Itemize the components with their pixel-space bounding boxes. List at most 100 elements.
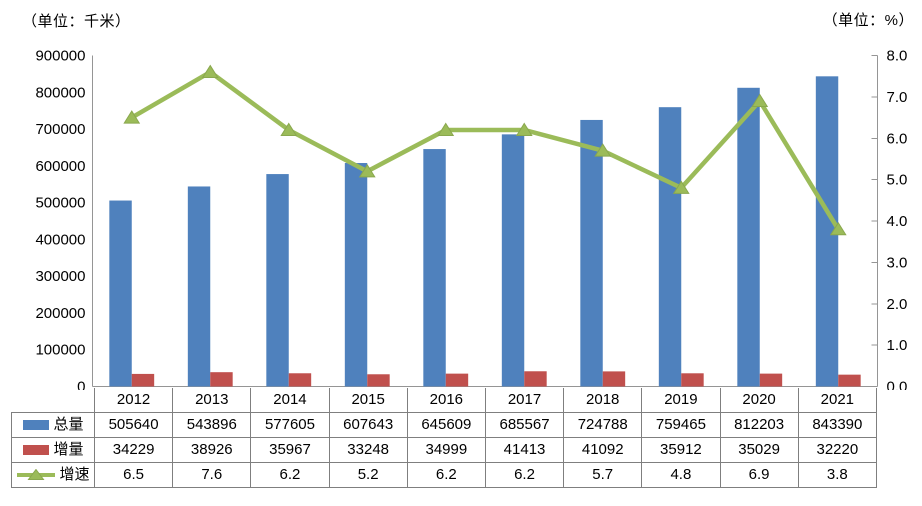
value-cell: 7.6 <box>172 462 252 488</box>
right-axis-tick-label: 2.0 <box>887 296 908 313</box>
rate-marker-icon <box>751 93 769 108</box>
increment-bar <box>838 374 861 387</box>
value-cell: 3.8 <box>797 462 878 488</box>
increment-bar <box>445 373 469 387</box>
table-row: 增量 34229 38926 35967 33248 34999 41413 41092 359… <box>11 437 878 463</box>
increment-bar <box>210 372 233 387</box>
series-label: 增速 <box>59 466 90 483</box>
value-cell: 35029 <box>719 437 799 463</box>
value-cell: 543896 <box>172 412 252 438</box>
table-row: 2012 2013 2014 2015 2016 2017 2018 2019 2020 2021 <box>11 388 878 413</box>
value-cell: 5.7 <box>563 462 643 488</box>
value-cell: 685567 <box>484 412 565 438</box>
value-cell: 35967 <box>250 437 330 463</box>
right-axis-unit-label: （单位：%） <box>822 12 914 29</box>
increment-bar <box>759 373 783 387</box>
total-bar <box>580 119 603 387</box>
rate-marker-icon <box>437 122 455 136</box>
total-bar <box>501 134 525 387</box>
total-bar <box>187 186 211 387</box>
value-cell: 5.2 <box>328 462 408 488</box>
year-cell: 2015 <box>328 388 408 413</box>
value-cell: 6.9 <box>719 462 799 488</box>
increment-bar <box>131 373 155 387</box>
total-bar <box>344 163 368 387</box>
value-cell: 4.8 <box>641 462 721 488</box>
increment-bar <box>602 371 626 387</box>
value-cell: 645609 <box>406 412 486 438</box>
series-label: 增量 <box>53 441 84 458</box>
series-legend-cell: 增量 <box>11 437 95 463</box>
right-axis-tick-label: 3.0 <box>887 254 908 271</box>
total-bar <box>109 200 132 387</box>
rate-series-line-icon <box>17 469 56 480</box>
value-cell: 724788 <box>563 412 643 438</box>
year-cell: 2017 <box>484 388 565 413</box>
year-cell: 2021 <box>797 388 878 413</box>
rate-marker-icon <box>280 122 298 136</box>
value-cell: 38926 <box>172 437 252 463</box>
value-cell: 34999 <box>406 437 486 463</box>
value-cell: 6.2 <box>484 462 565 488</box>
right-axis-tick-label: 8.0 <box>887 48 908 65</box>
value-cell: 32220 <box>797 437 878 463</box>
left-axis-tick-label: 900000 <box>35 48 85 65</box>
data-table: 2012 2013 2014 2015 2016 2017 2018 2019 2020 2021… <box>11 388 878 488</box>
table-corner-cell <box>11 388 95 413</box>
left-axis-tick-label: 600000 <box>35 158 85 175</box>
total-bar <box>423 149 446 387</box>
right-axis-tick-label: 6.0 <box>887 130 908 147</box>
value-cell: 41092 <box>563 437 643 463</box>
increment-bar <box>524 371 547 387</box>
year-cell: 2016 <box>406 388 486 413</box>
total-bar <box>815 76 839 387</box>
value-cell: 577605 <box>250 412 330 438</box>
rate-marker-icon <box>594 143 612 157</box>
value-cell: 35912 <box>641 437 721 463</box>
left-axis-tick-label: 100000 <box>35 342 85 359</box>
increment-series-swatch-icon <box>23 445 50 455</box>
increment-bar <box>681 373 704 387</box>
rate-marker-icon <box>123 110 141 124</box>
right-axis-tick-label: 7.0 <box>887 89 908 106</box>
year-cell: 2014 <box>250 388 330 413</box>
left-axis-tick-label: 300000 <box>35 268 85 285</box>
value-cell: 759465 <box>641 412 721 438</box>
left-axis-tick-label: 400000 <box>35 231 85 248</box>
value-cell: 505640 <box>93 412 174 438</box>
value-cell: 6.2 <box>250 462 330 488</box>
value-cell: 607643 <box>328 412 408 438</box>
right-axis-tick-label: 4.0 <box>887 213 908 230</box>
left-axis-tick-label: 200000 <box>35 305 85 322</box>
table-row: 总量 505640 543896 577605 607643 645609 685567 72… <box>11 412 878 438</box>
series-legend-cell: 总量 <box>11 412 95 438</box>
left-axis-tick-label: 700000 <box>35 121 85 138</box>
left-axis-tick-label: 500000 <box>35 195 85 212</box>
combo-chart: 0 100000 200000 300000 400000 500000 600000 700… <box>35 48 908 391</box>
rate-marker-icon <box>672 180 690 194</box>
year-cell: 2019 <box>641 388 721 413</box>
total-bar <box>266 174 289 387</box>
year-cell: 2018 <box>563 388 643 413</box>
table-row: 增速 6.5 7.6 6.2 5.2 6.2 6.2 5.7 4.8 6.9 3.8 <box>11 462 878 488</box>
left-axis-tick-label: 0 <box>77 379 85 391</box>
left-axis-unit-label: （单位：千米） <box>22 13 131 30</box>
value-cell: 6.2 <box>406 462 486 488</box>
value-cell: 843390 <box>797 412 878 438</box>
left-axis-tick-label: 800000 <box>35 84 85 101</box>
rate-marker-icon <box>829 221 847 236</box>
year-cell: 2013 <box>172 388 252 413</box>
series-legend: 总量 <box>13 414 94 437</box>
right-axis-tick-label: 1.0 <box>887 337 908 354</box>
series-legend: 增量 <box>13 439 94 462</box>
series-legend-cell: 增速 <box>11 462 95 488</box>
value-cell: 41413 <box>484 437 565 463</box>
value-cell: 33248 <box>328 437 408 463</box>
rate-marker-icon <box>201 64 219 79</box>
series-legend: 增速 <box>13 464 94 487</box>
value-cell: 812203 <box>719 412 799 438</box>
year-cell: 2020 <box>719 388 799 413</box>
series-label: 总量 <box>53 416 84 433</box>
increment-bar <box>367 374 390 387</box>
